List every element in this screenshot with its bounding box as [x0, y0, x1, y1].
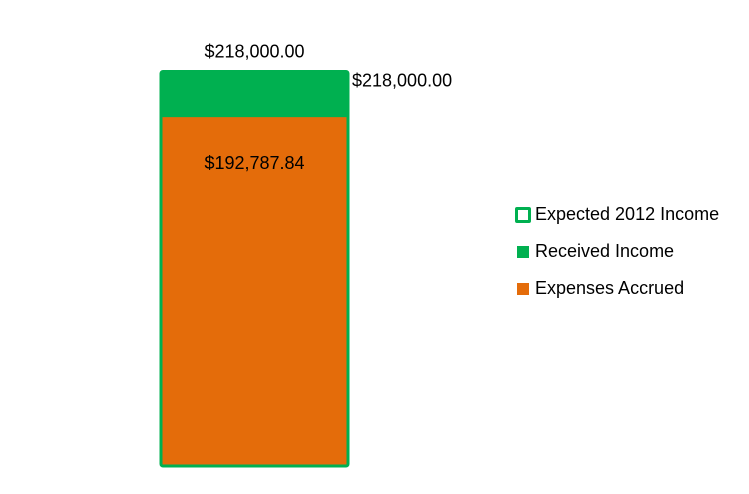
legend-item-expected: Expected 2012 Income [515, 196, 720, 233]
legend-swatch-expenses [517, 282, 529, 295]
data-label-expenses: $192,787.84 [204, 153, 304, 173]
legend-label-received: Received Income [535, 241, 675, 261]
legend-item-received: Received Income [517, 233, 719, 270]
bar-expenses-accrued [161, 117, 348, 467]
legend-label-expected: Expected 2012 Income [535, 204, 720, 224]
legend: Expected 2012 Income Received Income Exp… [515, 196, 720, 307]
bar-expected-income [159, 70, 350, 468]
legend-label-expenses: Expenses Accrued [535, 278, 685, 298]
legend-swatch-received [517, 245, 529, 258]
data-label-received: $218,000.00 [352, 71, 452, 91]
data-label-expected: $218,000.00 [204, 42, 304, 62]
legend-swatch-expected [515, 206, 531, 223]
legend-item-expenses: Expenses Accrued [517, 270, 719, 307]
